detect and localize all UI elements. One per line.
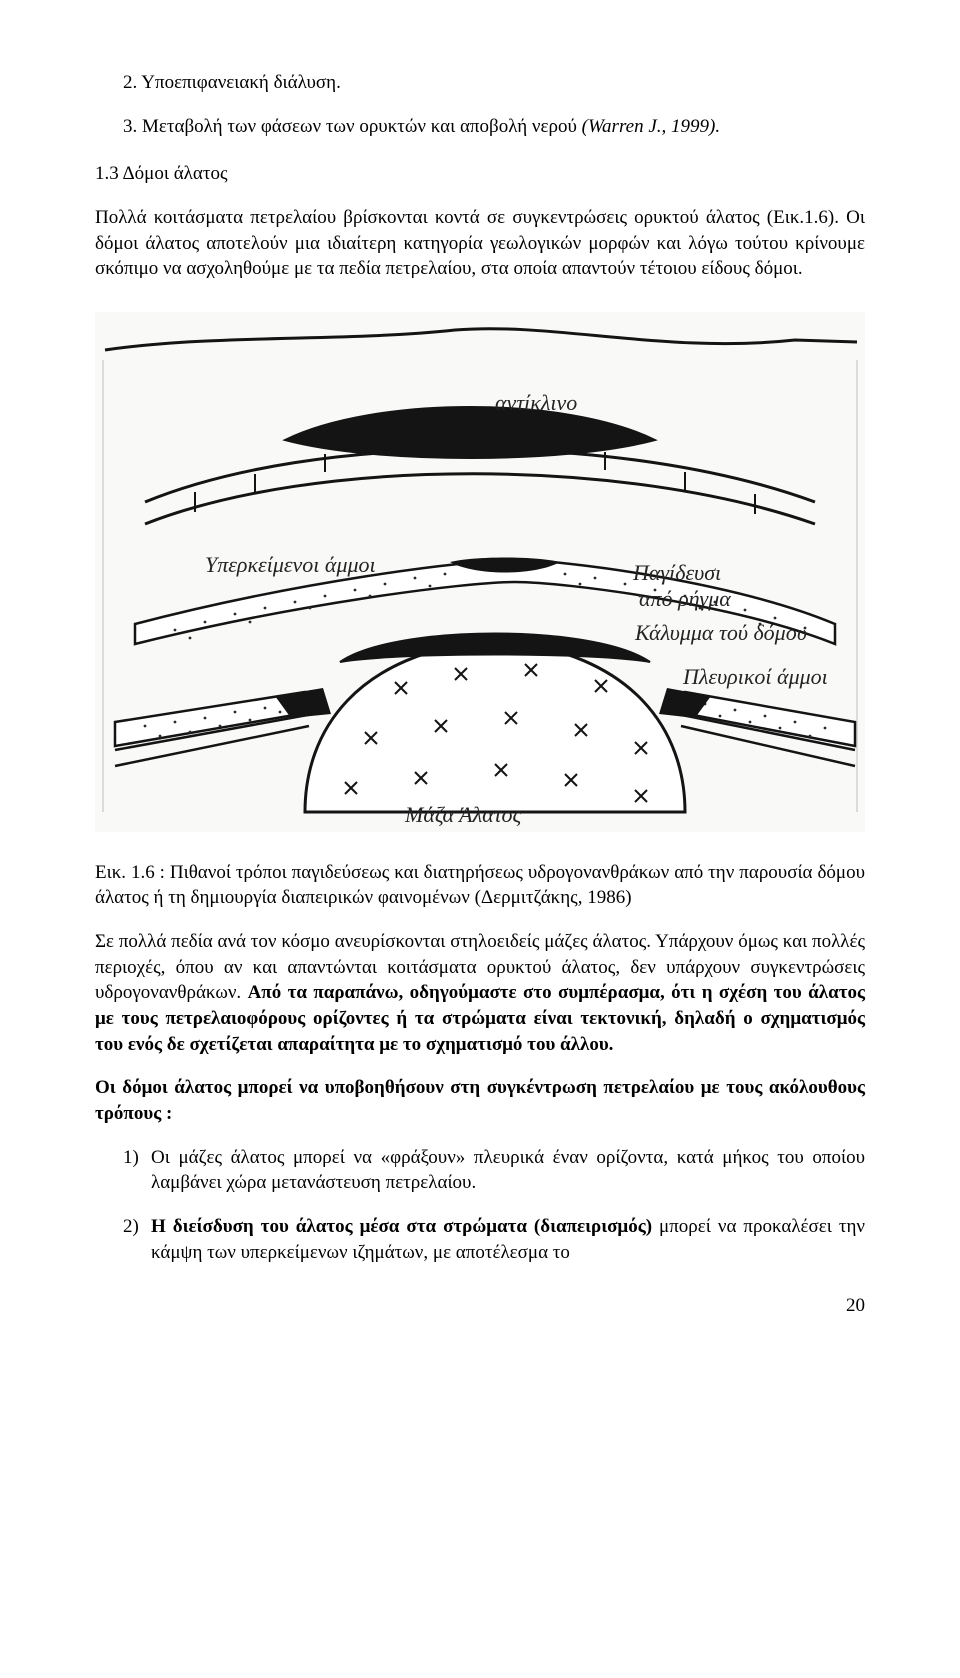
- ordered-item-2: 2) Η διείσδυση του άλατος μέσα στα στρώμ…: [123, 1214, 865, 1265]
- paragraph-1: Πολλά κοιτάσματα πετρελαίου βρίσκονται κ…: [95, 205, 865, 282]
- ordered-body-2a: Η διείσδυση του άλατος μέσα στα στρώματα…: [151, 1216, 652, 1237]
- ordered-body-2: Η διείσδυση του άλατος μέσα στα στρώματα…: [151, 1214, 865, 1265]
- label-salt-mass: Μάζα Άλατος: [404, 802, 523, 827]
- figure-1-6: αντίκλινο Υπερκείμενοι άμμοι: [95, 312, 865, 832]
- page-number: 20: [95, 1293, 865, 1319]
- label-overlying-sands: Υπερκείμενοι άμμοι: [205, 552, 376, 577]
- list-item-3: 3. Μεταβολή των φάσεων των ορυκτών και α…: [95, 114, 865, 140]
- ordered-body-1: Οι μάζες άλατος μπορεί να «φράξουν» πλευ…: [151, 1145, 865, 1196]
- label-fault-trap-2: από ρήγμα: [639, 586, 731, 611]
- label-lateral-sands: Πλευρικοί άμμοι: [682, 664, 828, 689]
- paragraph-3: Οι δόμοι άλατος μπορεί να υποβοηθήσουν σ…: [95, 1075, 865, 1126]
- list-item-3-text: 3. Μεταβολή των φάσεων των ορυκτών και α…: [123, 116, 582, 137]
- label-dome-cap: Κάλυμμα τού δόμου: [634, 620, 807, 645]
- figure-caption: Εικ. 1.6 : Πιθανοί τρόποι παγιδεύσεως κα…: [95, 860, 865, 911]
- label-anticline: αντίκλινο: [495, 390, 577, 415]
- ordered-num-1: 1): [123, 1145, 151, 1196]
- list-item-2: 2. Υποεπιφανειακή διάλυση.: [95, 70, 865, 96]
- ordered-item-1: 1) Οι μάζες άλατος μπορεί να «φράξουν» π…: [123, 1145, 865, 1196]
- ordered-num-2: 2): [123, 1214, 151, 1265]
- label-fault-trap-1: Παγίδευσι: [632, 560, 721, 585]
- geological-cross-section: αντίκλινο Υπερκείμενοι άμμοι: [95, 312, 865, 832]
- section-heading: 1.3 Δόμοι άλατος: [95, 161, 865, 187]
- paragraph-2: Σε πολλά πεδία ανά τον κόσμο ανευρίσκοντ…: [95, 929, 865, 1057]
- list-item-3-ref: (Warren J., 1999).: [582, 116, 720, 137]
